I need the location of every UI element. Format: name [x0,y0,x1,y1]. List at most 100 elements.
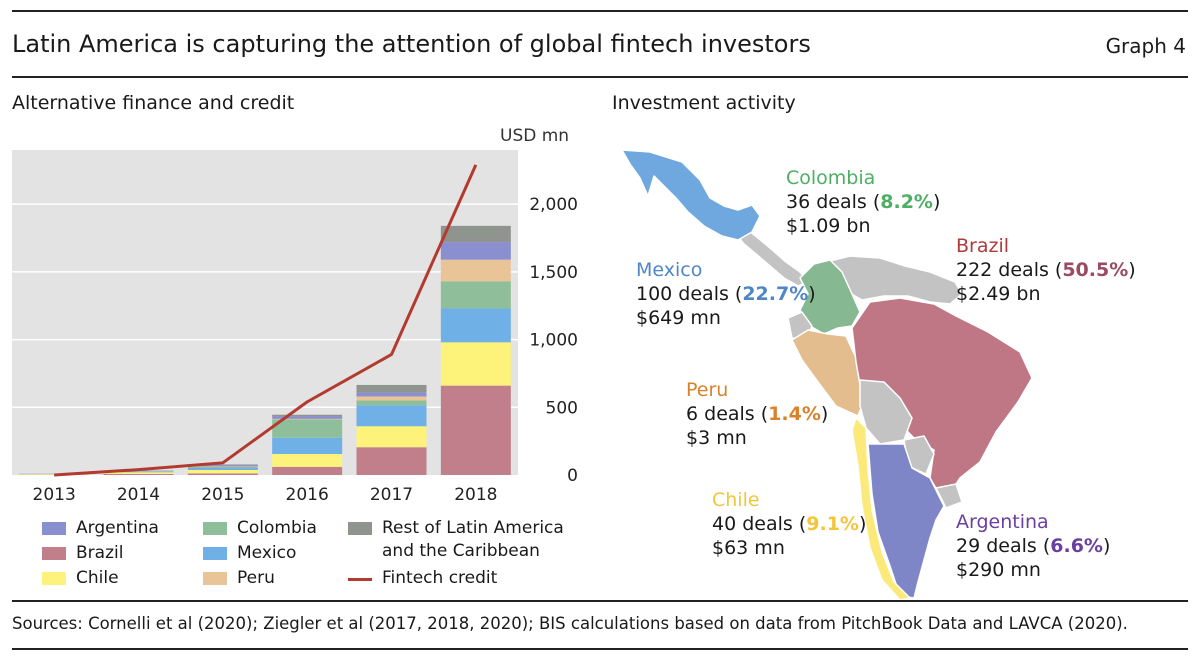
sources-note: Sources: Cornelli et al (2020); Ziegler … [12,614,1128,633]
bar-segment [356,447,427,475]
y-tick-label: 1,500 [529,263,578,283]
peru-amount: $3 mn [686,427,747,449]
title-rule [12,76,1188,78]
legend-swatch [203,522,227,535]
bar-segment [187,469,258,474]
paren: ) [858,513,867,535]
legend-label: Mexico [237,543,297,563]
latam-map [621,149,1033,601]
colombia-deals: 36 deals (8.2%) [786,190,940,214]
legend-label: Peru [237,568,275,588]
deals-text: 29 deals ( [956,535,1051,557]
right-panel-subtitle: Investment activity [612,92,796,114]
deals-text: 36 deals ( [786,191,881,213]
top-rule [12,10,1188,12]
bar-segment [440,259,511,282]
mexico-amount: $649 mn [636,307,721,329]
map-mexico [621,149,761,241]
map-chile [851,417,911,601]
share-value: 8.2% [880,191,933,213]
bar-segment [187,473,258,475]
deals-text: 100 deals ( [636,283,743,305]
bar-segment [440,242,511,260]
bar-segment [272,416,343,419]
annotation-argentina: Argentina 29 deals (6.6%) $290 mn [956,510,1110,582]
bar-segment [272,418,343,420]
annotation-colombia: Colombia 36 deals (8.2%) $1.09 bn [786,166,940,238]
share-value: 6.6% [1050,535,1103,557]
bar-segment [272,414,343,417]
paren: ) [808,283,816,305]
colombia-amount: $1.09 bn [786,215,871,237]
left-panel-subtitle: Alternative finance and credit [12,92,295,114]
mexico-deals: 100 deals (22.7%) [636,282,816,306]
bar-segment [187,466,258,468]
bar-segment [356,392,427,397]
bar-segment [103,473,174,475]
annotation-peru: Peru 6 deals (1.4%) $3 mn [686,378,828,450]
legend-label-line2: and the Caribbean [382,541,540,561]
legend-label-line1: Rest of Latin America [382,518,564,538]
graph-label: Graph 4 [1105,34,1186,58]
legend-label: Argentina [76,518,159,538]
share-value: 1.4% [768,403,821,425]
x-tick-label: 2018 [454,485,497,505]
deals-text: 40 deals ( [712,513,807,535]
bar-segment [356,396,427,401]
peru-name: Peru [686,379,729,401]
legend-swatch [203,572,227,585]
paren: ) [820,403,829,425]
bar-segment [187,465,258,467]
bar-segment [103,471,174,473]
legend-swatch [42,572,66,585]
brazil-deals: 222 deals (50.5%) [956,258,1136,282]
y-axis-unit: USD mn [500,126,570,146]
colombia-name: Colombia [786,167,876,189]
map-uruguay [935,483,963,509]
page-title: Latin America is capturing the attention… [12,30,811,58]
bar-segment [187,464,258,466]
legend-label: Brazil [76,543,124,563]
y-tick-label: 500 [546,398,578,418]
map-argentina [867,443,945,599]
stacked-bar-chart: 0 500 1,000 1,500 2,000 2013 2014 2015 2016 2017 2… [12,150,578,505]
legend-label: Chile [76,568,119,588]
bar-segment [440,308,511,343]
brazil-name: Brazil [956,235,1010,257]
legend-label: Colombia [237,518,317,538]
legend-line-swatch [348,578,372,581]
fintech-credit-line [54,164,478,477]
x-tick-label: 2016 [286,485,329,505]
bar-segment [440,225,511,243]
x-tick-label: 2015 [201,485,244,505]
share-value: 22.7% [742,283,809,305]
paren: ) [1102,535,1111,557]
bar-segment [440,385,511,475]
bar-segment [272,419,343,438]
footer-rule [12,600,1188,602]
bar-segment [187,467,258,470]
bar-segment [103,472,174,474]
bar-segment [272,437,343,455]
argentina-amount: $290 mn [956,559,1041,581]
legend-swatch [42,547,66,560]
paren: ) [932,191,941,213]
bar-segment [356,405,427,427]
chile-amount: $63 mn [712,537,785,559]
y-tick-label: 2,000 [529,195,578,215]
bar-segment [356,384,427,393]
bar-segment [272,466,343,475]
deals-text: 222 deals ( [956,259,1063,281]
paren: ) [1128,259,1136,281]
bar-segment [440,342,511,386]
annotation-brazil: Brazil 222 deals (50.5%) $2.49 bn [956,234,1136,306]
annotation-mexico: Mexico 100 deals (22.7%) $649 mn [636,258,816,330]
share-value: 9.1% [806,513,859,535]
chile-name: Chile [712,489,760,511]
y-tick-label: 0 [567,466,578,486]
deals-text: 6 deals ( [686,403,769,425]
y-tick-label: 1,000 [529,331,578,351]
bottom-rule [12,648,1188,650]
bar-segment [272,454,343,467]
legend-swatch [203,547,227,560]
